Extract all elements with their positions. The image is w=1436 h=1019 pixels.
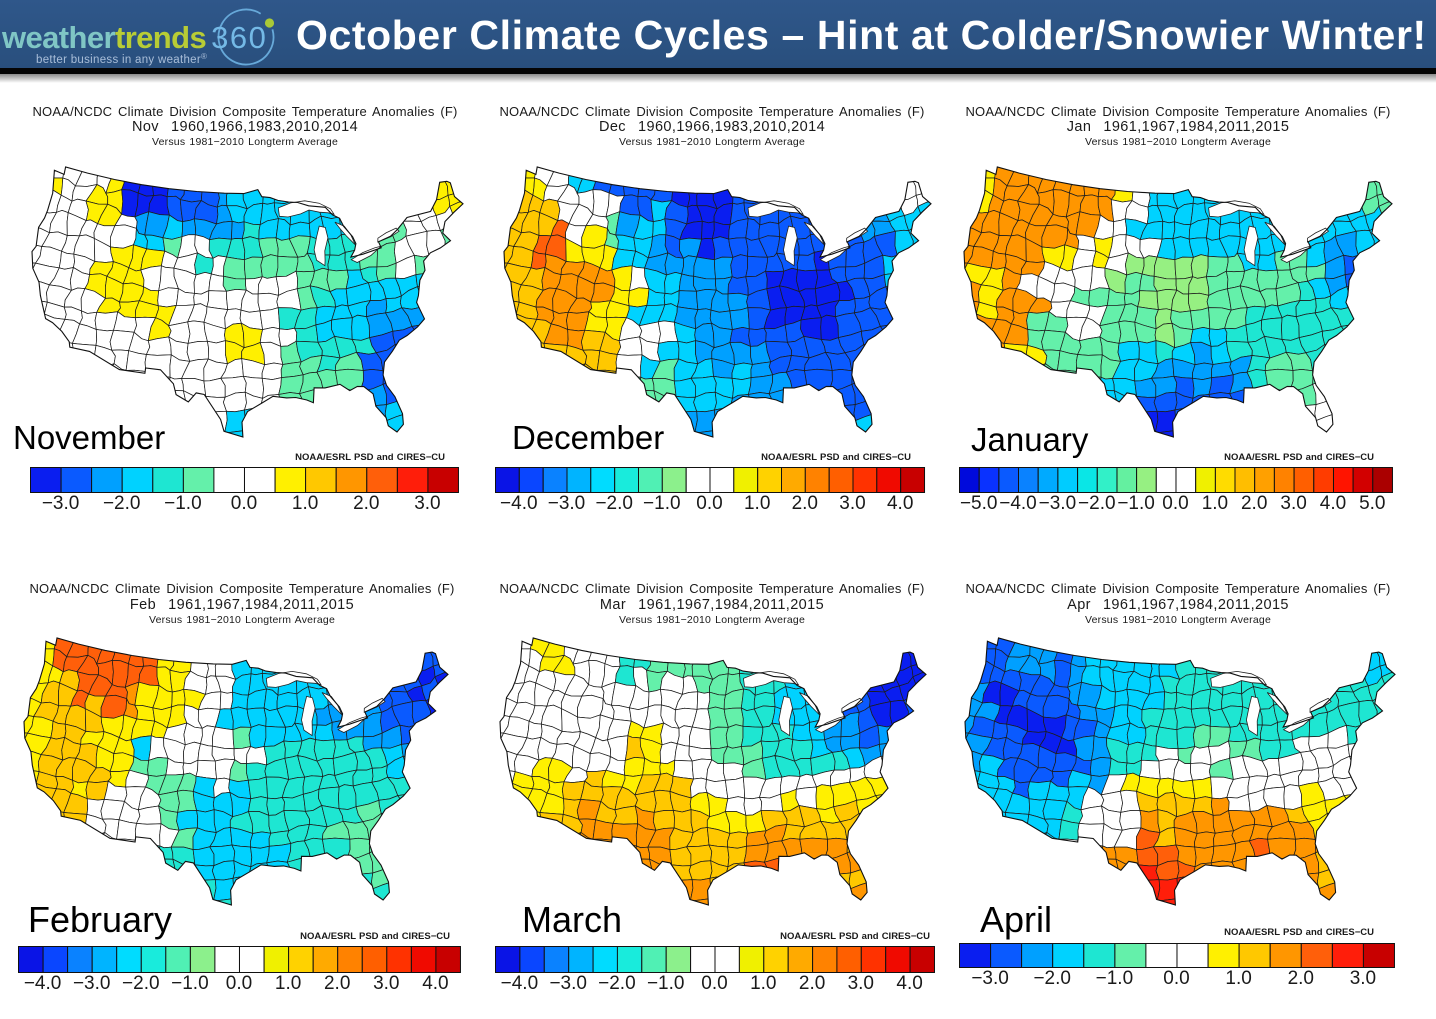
svg-text:−3.0: −3.0: [971, 968, 1009, 989]
svg-text:−4.0: −4.0: [500, 493, 538, 514]
svg-text:−5.0: −5.0: [960, 493, 998, 514]
svg-text:0.0: 0.0: [1162, 493, 1188, 514]
svg-text:−2.0: −2.0: [1078, 493, 1116, 514]
svg-text:1.0: 1.0: [292, 493, 318, 514]
svg-text:−2.0: −2.0: [595, 493, 633, 514]
svg-text:−3.0: −3.0: [73, 973, 111, 994]
svg-text:−1.0: −1.0: [171, 973, 209, 994]
svg-text:better business in any weather: better business in any weather®: [36, 52, 207, 66]
svg-text:−4.0: −4.0: [24, 973, 62, 994]
svg-text:5.0: 5.0: [1359, 493, 1385, 514]
svg-text:−3.0: −3.0: [549, 973, 587, 994]
svg-text:−1.0: −1.0: [1117, 493, 1155, 514]
svg-text:0.0: 0.0: [231, 493, 257, 514]
svg-text:1.0: 1.0: [750, 973, 776, 994]
svg-text:1.0: 1.0: [744, 493, 770, 514]
svg-text:3.0: 3.0: [373, 973, 399, 994]
svg-text:2.0: 2.0: [353, 493, 379, 514]
svg-text:−1.0: −1.0: [1096, 968, 1134, 989]
svg-text:4.0: 4.0: [887, 493, 913, 514]
svg-text:4.0: 4.0: [1320, 493, 1346, 514]
svg-text:2.0: 2.0: [792, 493, 818, 514]
svg-text:−4.0: −4.0: [999, 493, 1037, 514]
svg-text:0.0: 0.0: [696, 493, 722, 514]
svg-text:3.0: 3.0: [839, 493, 865, 514]
svg-text:−1.0: −1.0: [647, 973, 685, 994]
svg-text:2.0: 2.0: [324, 973, 350, 994]
svg-text:3.0: 3.0: [414, 493, 440, 514]
svg-text:2.0: 2.0: [1241, 493, 1267, 514]
svg-text:−4.0: −4.0: [501, 973, 539, 994]
svg-text:−2.0: −2.0: [122, 973, 160, 994]
svg-text:1.0: 1.0: [275, 973, 301, 994]
svg-text:2.0: 2.0: [1288, 968, 1314, 989]
svg-text:4.0: 4.0: [422, 973, 448, 994]
svg-text:0.0: 0.0: [226, 973, 252, 994]
svg-text:−3.0: −3.0: [42, 493, 80, 514]
svg-text:−3.0: −3.0: [548, 493, 586, 514]
svg-text:0.0: 0.0: [1163, 968, 1189, 989]
svg-text:−3.0: −3.0: [1039, 493, 1077, 514]
svg-text:4.0: 4.0: [896, 973, 922, 994]
svg-text:3.0: 3.0: [1280, 493, 1306, 514]
svg-text:3.0: 3.0: [848, 973, 874, 994]
svg-text:−2.0: −2.0: [1033, 968, 1071, 989]
svg-text:3.0: 3.0: [1350, 968, 1376, 989]
svg-text:1.0: 1.0: [1225, 968, 1251, 989]
svg-text:2.0: 2.0: [799, 973, 825, 994]
svg-text:−2.0: −2.0: [103, 493, 141, 514]
svg-text:1.0: 1.0: [1202, 493, 1228, 514]
svg-text:−1.0: −1.0: [164, 493, 202, 514]
svg-text:−2.0: −2.0: [598, 973, 636, 994]
svg-text:−1.0: −1.0: [643, 493, 681, 514]
svg-text:0.0: 0.0: [701, 973, 727, 994]
